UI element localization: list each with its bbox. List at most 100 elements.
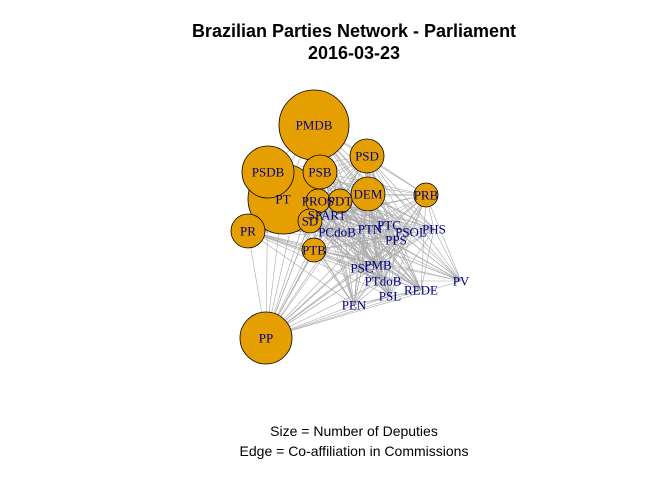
edge-pp-rede — [265, 289, 422, 339]
node-layer — [230, 89, 439, 365]
node-label-psdb: PSDB — [252, 165, 285, 180]
edge-pdt-rede — [339, 200, 422, 291]
edge-sd-rede — [309, 220, 422, 291]
edge-prb-rede — [420, 194, 427, 291]
node-label-psl: PSL — [379, 289, 401, 304]
node-label-ptn: PTN — [358, 222, 383, 237]
node-label-psb: PSB — [308, 165, 331, 180]
node-label-pen: PEN — [342, 298, 367, 313]
node-ptb — [301, 237, 327, 263]
edge-pp-dem — [265, 193, 369, 339]
node-label-ptb: PTB — [302, 243, 326, 258]
node-label-pr: PR — [240, 224, 256, 239]
edge-rede-spart — [326, 214, 422, 291]
node-label-psc: PSC — [350, 261, 373, 276]
node-label-pcdob: PCdoB — [318, 225, 356, 240]
edge-pp-pv — [265, 280, 462, 339]
edge-pr-pv — [247, 230, 462, 282]
edge-phs-rede — [420, 228, 435, 291]
edge-ptb-pps — [313, 239, 397, 251]
edge-pcdob-psl — [336, 231, 391, 297]
node-pdt — [327, 188, 353, 214]
edge-pr-pen — [247, 230, 355, 306]
node-label-psd: PSD — [355, 149, 379, 164]
node-label-pp: PP — [259, 331, 273, 346]
edge-pmb-psc — [361, 264, 379, 269]
edge-pdt-psol — [339, 200, 412, 233]
edge-prb-ptb — [313, 194, 427, 251]
caption-edge: Edge = Co-affiliation in Commissions — [240, 443, 469, 459]
edge-ptb-rede — [313, 249, 422, 291]
edge-pps-spart — [326, 214, 397, 241]
edge-pr-rede — [247, 230, 422, 291]
edge-pcdob-pv — [336, 231, 462, 282]
edge-dem-pv — [367, 193, 462, 282]
edge-pmb-spart — [326, 214, 379, 266]
edge-ptc-pen — [353, 224, 390, 306]
edge-pcdob-spart — [326, 214, 338, 233]
edge-ptb-pv — [313, 249, 462, 282]
edge-phs-psl — [389, 228, 435, 297]
node-prb — [413, 182, 439, 208]
edge-phs-psc — [361, 228, 435, 269]
edge-pcdob-ptc — [336, 224, 390, 233]
edge-pps-phs — [395, 228, 435, 241]
node-label-ptc: PTC — [377, 218, 401, 233]
caption-size: Size = Number of Deputies — [270, 423, 438, 439]
edge-psol-ptdob — [382, 231, 412, 282]
edge-prb-ptdob — [382, 194, 427, 282]
edge-psd-rede — [366, 155, 422, 291]
edge-phs-pmb — [377, 228, 435, 266]
node-psd — [349, 138, 385, 174]
node-label-phs: PHS — [422, 222, 446, 237]
edge-ptdob-pen — [353, 280, 384, 306]
edge-ptc-phs — [388, 224, 435, 230]
node-label-pdt: PDT — [328, 194, 353, 209]
edge-dem-rede — [367, 193, 422, 291]
edge-ptn-psol — [369, 228, 412, 233]
edge-pps-psc — [361, 239, 397, 269]
edge-pp-ptc — [265, 224, 390, 339]
node-label-sd: SD — [302, 214, 319, 229]
figure-subtitle: 2016-03-23 — [308, 43, 400, 63]
figure-title: Brazilian Parties Network - Parliament — [192, 21, 516, 41]
edge-pps-rede — [395, 239, 422, 291]
node-pp — [239, 311, 293, 365]
edge-ptn-pv — [369, 228, 462, 282]
edge-pcdob-pps — [336, 231, 397, 241]
node-label-pmb: PMB — [364, 258, 392, 273]
edge-ptn-ptdob — [369, 228, 384, 282]
edge-psol-pen — [353, 231, 412, 306]
edge-psc-ptdob — [361, 267, 384, 282]
edge-ptn-psl — [369, 228, 391, 297]
edge-ptb-ptdob — [313, 249, 384, 282]
node-label-prb: PRB — [414, 188, 439, 203]
edge-ptc-psol — [388, 224, 412, 233]
edge-pmb-rede — [377, 264, 422, 291]
edge-prb-pv — [425, 194, 462, 282]
node-label-spart: SPART — [308, 208, 347, 223]
edge-pen-spart — [326, 214, 355, 306]
node-label-pt: PT — [275, 192, 290, 207]
edge-ptc-spart — [326, 214, 390, 226]
edge-pr-psl — [247, 230, 391, 297]
node-label-pros: PROS — [302, 194, 335, 209]
edge-ptb-phs — [313, 228, 435, 251]
node-label-pmdb: PMDB — [296, 118, 333, 133]
edge-psol-spart — [326, 214, 412, 233]
node-label-rede: REDE — [404, 283, 438, 298]
node-psdb — [241, 145, 295, 199]
edge-pps-ptdob — [382, 239, 397, 282]
edge-prb-pen — [353, 194, 427, 306]
node-label-pv: PV — [453, 274, 470, 289]
edge-phs-pv — [433, 228, 462, 282]
edge-pros-pen — [317, 200, 355, 306]
edge-psc-pen — [353, 267, 363, 306]
node-label-dem: DEM — [354, 187, 383, 202]
edge-rede-pen — [353, 289, 422, 306]
node-sd — [297, 208, 323, 234]
node-label-ptdob: PTdoB — [365, 274, 402, 289]
